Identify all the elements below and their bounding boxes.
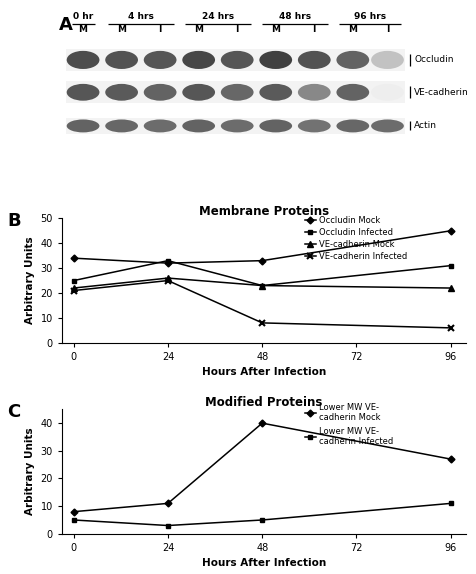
Text: M: M bbox=[194, 25, 203, 34]
Ellipse shape bbox=[337, 84, 369, 100]
Text: I: I bbox=[386, 25, 389, 34]
Legend: Occludin Mock, Occludin Infected, VE-cadherin Mock, VE-cadherin Infected: Occludin Mock, Occludin Infected, VE-cad… bbox=[305, 216, 407, 261]
Text: M: M bbox=[348, 25, 357, 34]
Text: Actin: Actin bbox=[414, 122, 437, 130]
Ellipse shape bbox=[67, 51, 99, 69]
Ellipse shape bbox=[298, 51, 331, 69]
Ellipse shape bbox=[67, 119, 99, 133]
X-axis label: Hours After Infection: Hours After Infection bbox=[202, 559, 327, 568]
Ellipse shape bbox=[371, 84, 404, 100]
X-axis label: Hours After Infection: Hours After Infection bbox=[202, 367, 327, 377]
Text: 4 hrs: 4 hrs bbox=[128, 12, 154, 21]
Ellipse shape bbox=[337, 51, 369, 69]
Ellipse shape bbox=[371, 51, 404, 69]
Text: I: I bbox=[159, 25, 162, 34]
Text: I: I bbox=[313, 25, 316, 34]
FancyBboxPatch shape bbox=[66, 49, 405, 71]
Ellipse shape bbox=[259, 84, 292, 100]
FancyBboxPatch shape bbox=[66, 118, 405, 134]
Text: VE-cadherin: VE-cadherin bbox=[414, 88, 469, 97]
Text: 0 hr: 0 hr bbox=[73, 12, 93, 21]
Ellipse shape bbox=[105, 119, 138, 133]
Ellipse shape bbox=[144, 51, 177, 69]
Ellipse shape bbox=[298, 119, 331, 133]
Text: M: M bbox=[117, 25, 126, 34]
FancyBboxPatch shape bbox=[66, 82, 405, 103]
Text: M: M bbox=[271, 25, 280, 34]
Ellipse shape bbox=[337, 119, 369, 133]
Text: M: M bbox=[79, 25, 88, 34]
Ellipse shape bbox=[105, 84, 138, 100]
Ellipse shape bbox=[182, 84, 215, 100]
Text: C: C bbox=[7, 403, 20, 421]
Text: 24 hrs: 24 hrs bbox=[202, 12, 234, 21]
Text: A: A bbox=[59, 16, 72, 34]
Ellipse shape bbox=[67, 84, 99, 100]
Ellipse shape bbox=[182, 119, 215, 133]
Text: 48 hrs: 48 hrs bbox=[279, 12, 311, 21]
Ellipse shape bbox=[182, 51, 215, 69]
Ellipse shape bbox=[105, 51, 138, 69]
Ellipse shape bbox=[221, 84, 254, 100]
Ellipse shape bbox=[371, 119, 404, 133]
Title: Membrane Proteins: Membrane Proteins bbox=[199, 205, 329, 218]
Ellipse shape bbox=[221, 119, 254, 133]
Legend: Lower MW VE-
cadherin Mock, Lower MW VE-
cadherin Infected: Lower MW VE- cadherin Mock, Lower MW VE-… bbox=[305, 403, 393, 447]
Text: I: I bbox=[236, 25, 239, 34]
Text: 96 hrs: 96 hrs bbox=[354, 12, 386, 21]
Ellipse shape bbox=[144, 84, 177, 100]
Text: B: B bbox=[7, 212, 21, 230]
Y-axis label: Arbitrary Units: Arbitrary Units bbox=[25, 236, 35, 324]
Title: Modified Proteins: Modified Proteins bbox=[206, 396, 323, 409]
Ellipse shape bbox=[144, 119, 177, 133]
Y-axis label: Arbitrary Units: Arbitrary Units bbox=[25, 428, 35, 515]
Ellipse shape bbox=[259, 119, 292, 133]
Ellipse shape bbox=[298, 84, 331, 100]
Ellipse shape bbox=[259, 51, 292, 69]
Ellipse shape bbox=[221, 51, 254, 69]
Text: Occludin: Occludin bbox=[414, 56, 454, 64]
